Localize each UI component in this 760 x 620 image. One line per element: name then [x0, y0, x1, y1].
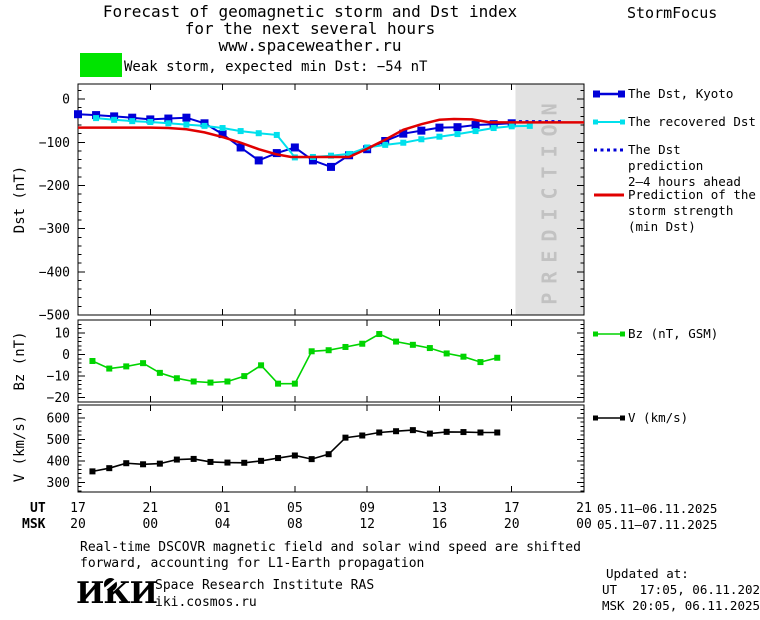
series-solar_wind_speed [89, 427, 501, 475]
ytick-label-v: 600 [47, 411, 70, 426]
series-storm_strength_prediction [78, 117, 584, 159]
updated-at-msk: MSK 20:05, 06.11.2025 [602, 598, 760, 613]
legend-marker-dst-prediction [594, 148, 625, 152]
xtick-msk: 20 [504, 517, 520, 532]
xtick-msk: 20 [70, 517, 86, 532]
xaxis-row-label-msk: MSK [22, 517, 46, 532]
xtick-ut: 09 [359, 501, 375, 516]
xtick-ut: 21 [142, 501, 158, 516]
ytick-label-bz: −20 [47, 391, 70, 406]
axis-label-bz: Bz (nT) [12, 331, 28, 390]
legend-item-dst-prediction: The Dst prediction 2–4 hours ahead [593, 142, 760, 190]
legend-label: Bz (nT, GSM) [628, 326, 719, 341]
series-dst_recovered [93, 115, 533, 161]
title-line3-url: www.spaceweather.ru [218, 36, 402, 55]
ytick-label-v: 300 [47, 476, 70, 491]
legend-marker-storm-strength [594, 193, 624, 197]
propagation-note-line2: forward, accounting for L1-Earth propaga… [80, 556, 425, 571]
xtick-ut: 13 [432, 501, 448, 516]
legend-label: The Dst, Kyoto [628, 86, 734, 101]
xtick-msk: 04 [215, 517, 231, 532]
legend-marker-dst-kyoto [593, 90, 625, 98]
legend-marker-v [593, 415, 625, 421]
panel-frame [77, 404, 585, 493]
title-line1: Forecast of geomagnetic storm and Dst in… [102, 2, 518, 21]
ytick-label-v: 400 [47, 454, 70, 469]
date-range-ut: 05.11–06.11.2025 [597, 501, 718, 516]
date-range-msk: 05.11–07.11.2025 [597, 517, 718, 532]
updated-at-ut: UT 17:05, 06.11.2025 [602, 582, 760, 597]
xtick-msk: 00 [142, 517, 158, 532]
xaxis-tick-labels: 17 21 01 05 09 13 17 21 20 00 04 08 12 16 20 00 [70, 501, 592, 532]
legend-item-bz: Bz (nT, GSM) [593, 326, 718, 342]
legend-label: Prediction of the storm strength (min Ds… [628, 187, 756, 234]
xtick-msk: 12 [359, 517, 375, 532]
xtick-ut: 17 [70, 501, 86, 516]
panel-frame [77, 319, 585, 403]
ytick-label-dst: −100 [39, 136, 70, 151]
prediction-band-label: PREDICTION [538, 94, 562, 304]
iki-logo: ИКИ [76, 577, 158, 614]
ytick-label-dst: −500 [39, 309, 70, 324]
xtick-msk: 08 [287, 517, 303, 532]
ytick-label-bz: 0 [62, 348, 70, 363]
ytick-label-dst: 0 [62, 93, 70, 108]
series-bz_gsm [89, 331, 501, 387]
ytick-label-dst: −200 [39, 179, 70, 194]
legend-label: V (km/s) [628, 410, 689, 425]
legend-item-dst-kyoto: The Dst, Kyoto [593, 86, 733, 102]
xtick-ut: 21 [576, 501, 592, 516]
ytick-label-bz: 10 [54, 326, 70, 341]
legend-label: The Dst prediction 2–4 hours ahead [628, 142, 741, 189]
title-line2: for the next several hours [184, 19, 436, 38]
ytick-label-bz: −10 [47, 370, 70, 385]
storm-severity-swatch [80, 53, 122, 77]
legend-item-v: V (km/s) [593, 410, 688, 426]
iki-logo-text: ИКИ [76, 576, 158, 611]
panel-frame [77, 83, 585, 316]
xtick-ut: 17 [504, 501, 520, 516]
legend-label: The recovered Dst [628, 114, 756, 129]
propagation-note-line1: Real-time DSCOVR magnetic field and sola… [80, 540, 581, 555]
ytick-label-v: 500 [47, 433, 70, 448]
ytick-label-dst: −300 [39, 222, 70, 237]
legend-marker-bz [593, 331, 625, 337]
xtick-msk: 16 [432, 517, 448, 532]
institute-name: Space Research Institute RAS [155, 578, 375, 593]
panel-bz: 10 0 −10 −20 Bz (nT) [12, 319, 585, 406]
xtick-ut: 05 [287, 501, 303, 516]
ytick-label-dst: −400 [39, 265, 70, 280]
axis-label-dst: Dst (nT) [12, 166, 28, 233]
legend-item-dst-recovered: The recovered Dst [593, 114, 756, 130]
legend-marker-dst-recovered [593, 119, 625, 125]
updated-at-label: Updated at: [606, 566, 689, 581]
xtick-msk: 00 [576, 517, 592, 532]
brand-stormfocus: StormFocus [627, 4, 718, 22]
xtick-ut: 01 [215, 501, 231, 516]
page-title: Forecast of geomagnetic storm and Dst in… [40, 3, 580, 54]
xaxis-row-label-ut: UT [30, 501, 46, 516]
legend-item-storm-strength: Prediction of the storm strength (min Ds… [593, 187, 756, 235]
panel-v: 600 500 400 300 V (km/s) [12, 404, 585, 493]
storm-banner-text: Weak storm, expected min Dst: −54 nT [124, 59, 428, 75]
institute-website: iki.cosmos.ru [155, 595, 257, 610]
axis-label-v: V (km/s) [12, 415, 28, 482]
panel-dst: PREDICTION 0 −100 −200 −300 −400 −500 Dst (nT) [12, 83, 585, 324]
